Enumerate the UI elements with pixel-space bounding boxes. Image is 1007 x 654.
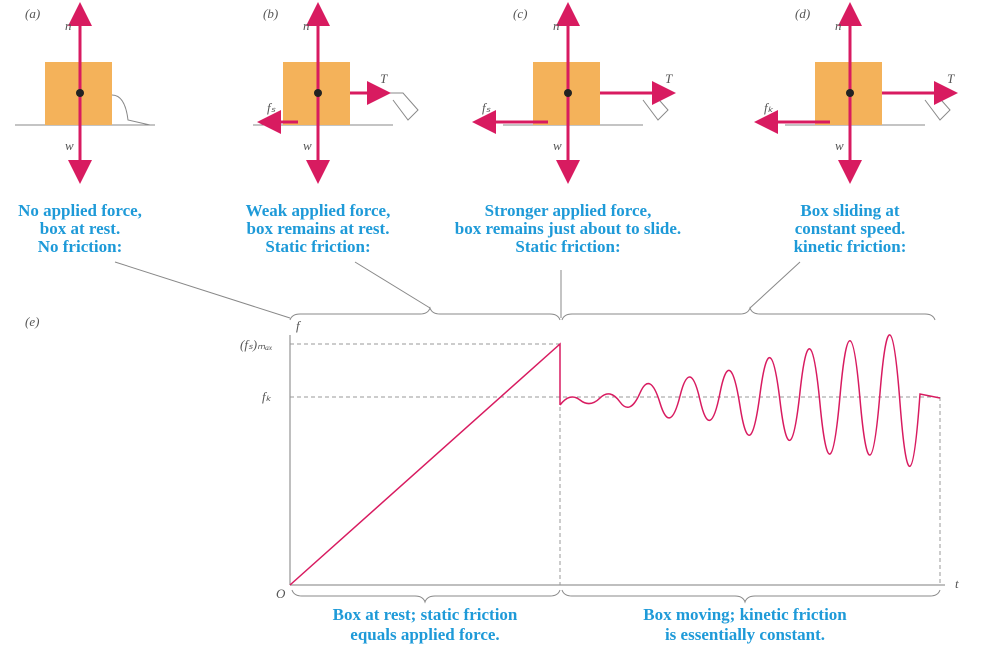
center-dot bbox=[314, 89, 322, 97]
caption: box remains just about to slide. bbox=[455, 219, 681, 238]
f-label: fₛ bbox=[482, 100, 491, 115]
caption: box remains at rest. bbox=[247, 219, 390, 238]
T-label: T bbox=[380, 71, 388, 86]
y-axis-label: f bbox=[296, 318, 302, 333]
center-dot bbox=[846, 89, 854, 97]
n-label: n bbox=[835, 18, 842, 33]
panel-label: (c) bbox=[513, 6, 527, 21]
f-label: fₖ bbox=[764, 100, 774, 115]
leader-a bbox=[114, 261, 291, 319]
n-label: n bbox=[303, 18, 310, 33]
panels: (a) n w No applied force,box at rest.No fri… bbox=[15, 2, 958, 256]
f-label: fₛ bbox=[267, 100, 276, 115]
rope bbox=[600, 92, 669, 121]
center-dot bbox=[76, 89, 84, 97]
panel-label: (b) bbox=[263, 6, 278, 21]
kinetic-curve bbox=[559, 334, 941, 467]
T-label: T bbox=[947, 71, 955, 86]
static-curve bbox=[289, 342, 561, 586]
brace-bottom-right bbox=[561, 589, 941, 604]
w-label: w bbox=[553, 138, 562, 153]
graph-label: (e) bbox=[25, 314, 39, 329]
caption: Box sliding at bbox=[800, 201, 900, 220]
T-label: T bbox=[665, 71, 673, 86]
caption: Static friction: bbox=[515, 237, 620, 256]
w-label: w bbox=[303, 138, 312, 153]
panel-label: (a) bbox=[25, 6, 40, 21]
caption: Weak applied force, bbox=[246, 201, 391, 220]
origin-label: O bbox=[276, 586, 286, 601]
left-caption: Box at rest; static friction bbox=[333, 605, 518, 624]
center-dot bbox=[564, 89, 572, 97]
leader-b bbox=[354, 261, 431, 309]
brace-bottom-left bbox=[291, 589, 561, 604]
caption: kinetic friction: bbox=[794, 237, 907, 256]
caption: Stronger applied force, bbox=[485, 201, 652, 220]
right-caption: is essentially constant. bbox=[665, 625, 825, 644]
w-label: w bbox=[835, 138, 844, 153]
caption: constant speed. bbox=[795, 219, 906, 238]
n-label: n bbox=[65, 18, 72, 33]
w-label: w bbox=[65, 138, 74, 153]
right-caption: Box moving; kinetic friction bbox=[643, 605, 847, 624]
caption: Static friction: bbox=[265, 237, 370, 256]
fk-label: fₖ bbox=[262, 389, 272, 404]
caption: No applied force, bbox=[18, 201, 142, 220]
leader-d bbox=[749, 261, 801, 309]
x-axis-label: t bbox=[955, 576, 959, 591]
panel-label: (d) bbox=[795, 6, 810, 21]
n-label: n bbox=[553, 18, 560, 33]
rope bbox=[111, 94, 151, 126]
graph: (e) f t O (fₛ)ₘₐₓ fₖ Box at rest; static… bbox=[25, 261, 959, 644]
brace-right bbox=[561, 306, 936, 321]
brace-left bbox=[289, 306, 561, 321]
left-caption: equals applied force. bbox=[350, 625, 499, 644]
fs-max-label: (fₛ)ₘₐₓ bbox=[240, 337, 273, 352]
rope bbox=[350, 92, 419, 121]
caption: No friction: bbox=[38, 237, 123, 256]
rope bbox=[882, 92, 951, 121]
caption: box at rest. bbox=[40, 219, 120, 238]
